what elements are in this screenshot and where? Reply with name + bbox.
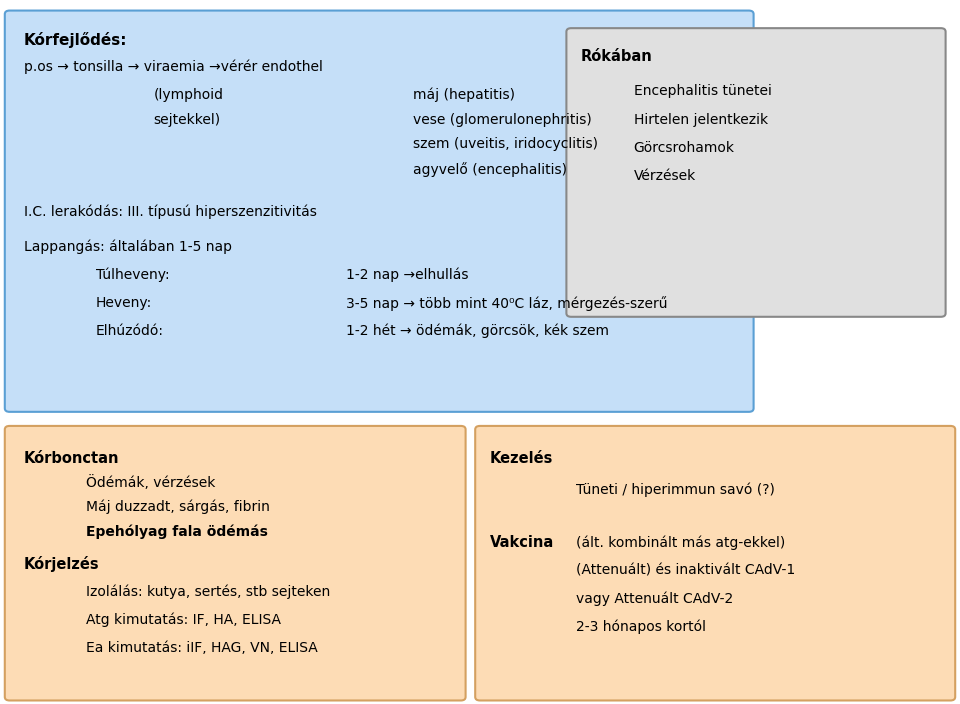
Text: sejtekkel): sejtekkel) [154,113,221,127]
Text: agyvelő (encephalitis): agyvelő (encephalitis) [413,162,566,177]
Text: Elhúzódó:: Elhúzódó: [96,324,164,338]
Text: vagy Attenuált CAdV-2: vagy Attenuált CAdV-2 [576,591,733,606]
Text: I.C. lerakódás: III. típusú hiperszenzitivitás: I.C. lerakódás: III. típusú hiperszenzit… [24,204,317,219]
FancyBboxPatch shape [5,11,754,412]
Text: (lymphoid: (lymphoid [154,88,224,102]
Text: máj (hepatitis): máj (hepatitis) [413,88,515,103]
Text: Ödémák, vérzések: Ödémák, vérzések [86,475,216,490]
FancyBboxPatch shape [566,28,946,317]
Text: (ált. kombinált más atg-ekkel): (ált. kombinált más atg-ekkel) [576,535,785,550]
Text: Vérzések: Vérzések [634,169,696,183]
Text: (Attenuált) és inaktivált CAdV-1: (Attenuált) és inaktivált CAdV-1 [576,563,795,577]
Text: Kezelés: Kezelés [490,451,553,465]
Text: Heveny:: Heveny: [96,296,153,310]
Text: vese (glomerulonephritis): vese (glomerulonephritis) [413,113,591,127]
Text: Epehólyag fala ödémás: Epehólyag fala ödémás [86,524,268,539]
Text: Encephalitis tünetei: Encephalitis tünetei [634,84,772,99]
Text: Atg kimutatás: IF, HA, ELISA: Atg kimutatás: IF, HA, ELISA [86,612,281,627]
Text: 2-3 hónapos kortól: 2-3 hónapos kortól [576,620,706,634]
Text: 3-5 nap → több mint 40⁰C láz, mérgezés-szerű: 3-5 nap → több mint 40⁰C láz, mérgezés-s… [346,296,667,310]
Text: Túlheveny:: Túlheveny: [96,268,170,282]
Text: Kórfejlődés:: Kórfejlődés: [24,32,128,48]
FancyBboxPatch shape [5,426,466,700]
Text: Izolálás: kutya, sertés, stb sejteken: Izolálás: kutya, sertés, stb sejteken [86,584,330,599]
Text: Kórbonctan: Kórbonctan [24,451,119,465]
Text: p.os → tonsilla → viraemia →vérér endothel: p.os → tonsilla → viraemia →vérér endoth… [24,60,323,75]
Text: szem (uveitis, iridocyclitis): szem (uveitis, iridocyclitis) [413,137,598,151]
Text: Ea kimutatás: iIF, HAG, VN, ELISA: Ea kimutatás: iIF, HAG, VN, ELISA [86,641,318,655]
Text: 1-2 nap →elhullás: 1-2 nap →elhullás [346,268,468,282]
Text: Rókában: Rókában [581,49,653,64]
Text: Máj duzzadt, sárgás, fibrin: Máj duzzadt, sárgás, fibrin [86,500,271,515]
Text: Vakcina: Vakcina [490,535,554,550]
Text: Tüneti / hiperimmun savó (?): Tüneti / hiperimmun savó (?) [576,482,775,497]
FancyBboxPatch shape [475,426,955,700]
Text: Lappangás: általában 1-5 nap: Lappangás: általában 1-5 nap [24,239,232,254]
Text: Hirtelen jelentkezik: Hirtelen jelentkezik [634,113,768,127]
Text: Görcsrohamok: Görcsrohamok [634,141,734,155]
Text: 1-2 hét → ödémák, görcsök, kék szem: 1-2 hét → ödémák, görcsök, kék szem [346,324,609,339]
Text: Kórjelzés: Kórjelzés [24,556,100,572]
